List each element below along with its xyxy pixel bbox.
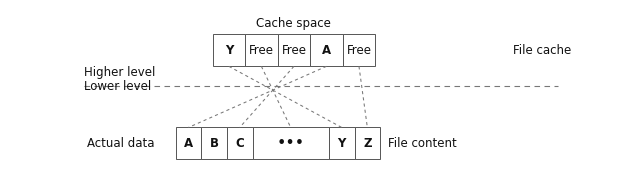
Text: Cache space: Cache space [256, 17, 331, 30]
Text: Free: Free [249, 44, 274, 57]
Text: Free: Free [281, 44, 307, 57]
Bar [245, 34, 278, 66]
Text: •••: ••• [277, 136, 305, 151]
Text: Lower level: Lower level [85, 80, 151, 93]
Text: A: A [184, 137, 193, 150]
Text: Y: Y [338, 137, 346, 150]
Bar [201, 127, 227, 160]
Bar [310, 34, 343, 66]
Bar [252, 127, 329, 160]
Bar [227, 127, 252, 160]
Bar [278, 34, 310, 66]
Text: Higher level: Higher level [85, 67, 156, 79]
Bar [354, 127, 380, 160]
Text: Actual data: Actual data [87, 137, 155, 150]
Text: B: B [209, 137, 219, 150]
Bar [329, 127, 354, 160]
Text: A: A [322, 44, 331, 57]
Text: Y: Y [225, 44, 233, 57]
Bar [176, 127, 201, 160]
Bar [212, 34, 245, 66]
Text: File content: File content [387, 137, 456, 150]
Text: File cache: File cache [513, 44, 572, 57]
Text: Free: Free [347, 44, 371, 57]
Text: Z: Z [363, 137, 371, 150]
Text: C: C [235, 137, 244, 150]
Bar [343, 34, 375, 66]
